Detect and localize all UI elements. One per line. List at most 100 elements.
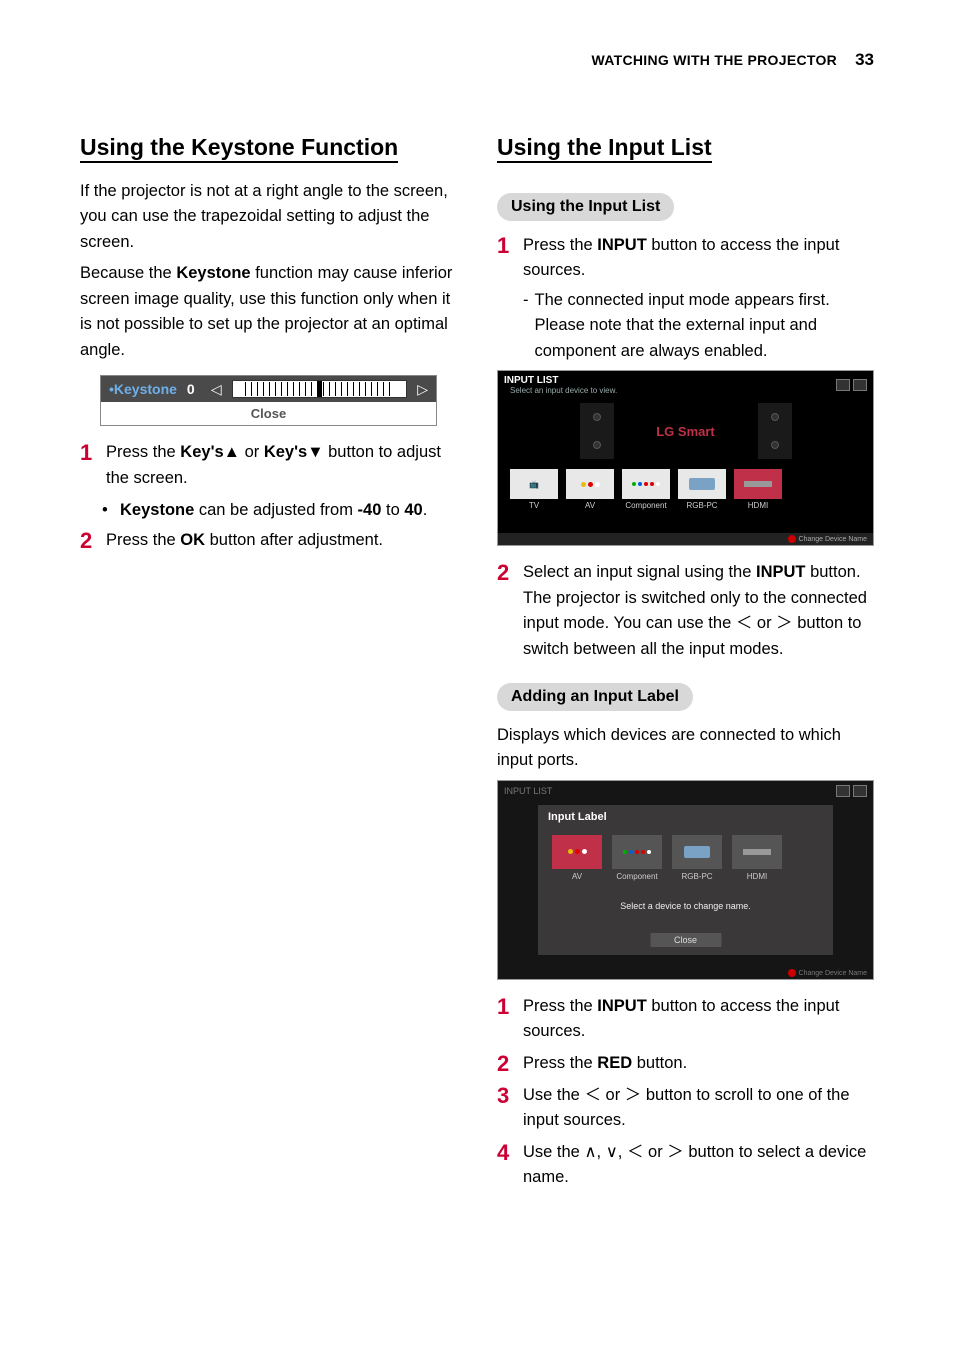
keystone-slider[interactable] [232,380,408,398]
right-heading: Using the Input List [497,134,712,163]
label-step-3: 3 Use the ＜ or ＞ button to scroll to one… [497,1083,874,1134]
component-icon [622,469,670,499]
label-step-4: 4 Use the ∧, ∨, ＜ or ＞ button to select … [497,1140,874,1191]
step-number: 2 [497,1051,515,1077]
input-bold: INPUT [597,236,647,254]
modal-source-hdmi[interactable]: HDMI [732,835,782,881]
text-part: Press the [106,443,180,461]
bullet-icon: • [102,498,112,523]
shot1-titlebar: INPUT LIST Select an input device to vie… [498,371,873,395]
text-part: button after adjustment. [205,531,383,549]
page-header: WATCHING WITH THE PROJECTOR 33 [80,50,874,70]
shot2-footer: Change Device Name [498,967,873,979]
source-label: AV [566,501,614,510]
text-part: button. [632,1054,687,1072]
bullet-body: Keystone can be adjusted from -40 to 40. [120,498,427,523]
dash-icon: - [523,288,529,365]
keystone-close-label[interactable]: Close [101,402,436,425]
ok-bold: OK [180,531,205,549]
source-label: HDMI [734,501,782,510]
step-number: 1 [80,440,98,491]
right-column: Using the Input List Using the Input Lis… [497,130,874,1197]
input-bold: INPUT [756,563,806,581]
source-rgb-pc[interactable]: RGB-PC [678,469,726,510]
shot1-subtitle: Select an input device to view. [504,386,617,395]
keystone-steps-2: 2 Press the OK button after adjustment. [80,528,457,554]
modal-close-button[interactable]: Close [650,933,721,947]
subheading-using-input-list: Using the Input List [497,193,674,221]
hdmi-icon [732,835,782,869]
page-number: 33 [855,50,874,70]
text-part: Press the [523,1054,597,1072]
tv-icon: 📺 [510,469,558,499]
vga-icon [672,835,722,869]
slider-arrow-left-icon: ◁ [211,381,222,398]
subheading-adding-input-label: Adding an Input Label [497,683,693,711]
source-label: RGB-PC [678,501,726,510]
red-dot-icon [788,535,796,543]
source-av[interactable]: AV [566,469,614,510]
input-label-screenshot: INPUT LIST Input Label AV Component [497,780,874,980]
input-label-steps: 1 Press the INPUT button to access the i… [497,994,874,1191]
input-step-2: 2 Select an input signal using the INPUT… [497,560,874,662]
step-number: 1 [497,233,515,365]
keystone-osd-box: •Keystone 0 ◁ ▷ Close [100,375,437,426]
input-list-screenshot: INPUT LIST Select an input device to vie… [497,370,874,546]
keystone-osd-label: •Keystone [109,381,177,397]
shot2-title: INPUT LIST [504,786,552,796]
step-number: 2 [80,528,98,554]
source-label: RGB-PC [672,872,722,881]
red-dot-icon [788,969,796,977]
step-body: Press the INPUT button to access the inp… [523,233,874,365]
vga-icon [678,469,726,499]
source-label: AV [552,872,602,881]
av-icon [566,469,614,499]
av-icon [552,835,602,869]
step-number: 4 [497,1140,515,1191]
text-part: Because the [80,264,176,282]
step-body: Press the RED button. [523,1051,874,1077]
shot2-titlebar: INPUT LIST [498,781,873,801]
component-icon [612,835,662,869]
dash-text: The connected input mode appears first. … [535,288,875,365]
modal-message: Select a device to change name. [538,901,833,911]
input-step-1: 1 Press the INPUT button to access the i… [497,233,874,365]
step-body: Select an input signal using the INPUT b… [523,560,874,662]
keystone-range-bullet: • Keystone can be adjusted from -40 to 4… [102,498,457,523]
keystone-bold: Keystone [176,264,250,282]
text-part: Select an input signal using the [523,563,756,581]
step-body: Press the Key's▲ or Key's▼ button to adj… [106,440,457,491]
text-part: Press the [523,236,597,254]
step-body: Use the ＜ or ＞ button to scroll to one o… [523,1083,874,1134]
shot1-dots-left [580,403,614,459]
source-hdmi[interactable]: HDMI [734,469,782,510]
source-component[interactable]: Component [622,469,670,510]
back-icon[interactable] [836,379,850,391]
modal-sources-row: AV Component RGB-PC HDMI [538,829,833,887]
shot1-window-icons [836,379,867,391]
source-tv[interactable]: 📺 TV [510,469,558,510]
shot1-title: INPUT LIST [504,375,617,386]
shot2-titles: INPUT LIST [504,786,552,796]
keystone-step-2: 2 Press the OK button after adjustment. [80,528,457,554]
close-icon[interactable] [853,379,867,391]
modal-source-av[interactable]: AV [552,835,602,881]
back-icon[interactable] [836,785,850,797]
modal-source-component[interactable]: Component [612,835,662,881]
close-icon[interactable] [853,785,867,797]
shot1-center-row: LG Smart [498,403,873,459]
modal-source-rgb-pc[interactable]: RGB-PC [672,835,722,881]
text-part: can be adjusted from [194,501,357,519]
source-label: HDMI [732,872,782,881]
keystone-slider-ticks [245,382,395,396]
red-bold: RED [597,1054,632,1072]
text-part: Press the [523,997,597,1015]
left-heading: Using the Keystone Function [80,134,398,163]
shot2-footer-text: Change Device Name [799,970,867,977]
keys-down-bold: Key's▼ [264,443,324,461]
keys-up-bold: Key's▲ [180,443,240,461]
right-heading-wrap: Using the Input List [497,130,874,165]
keystone-osd-top: •Keystone 0 ◁ ▷ [101,376,436,402]
shot1-center-brand: LG Smart [626,403,746,459]
keystone-intro-2: Because the Keystone function may cause … [80,261,457,363]
